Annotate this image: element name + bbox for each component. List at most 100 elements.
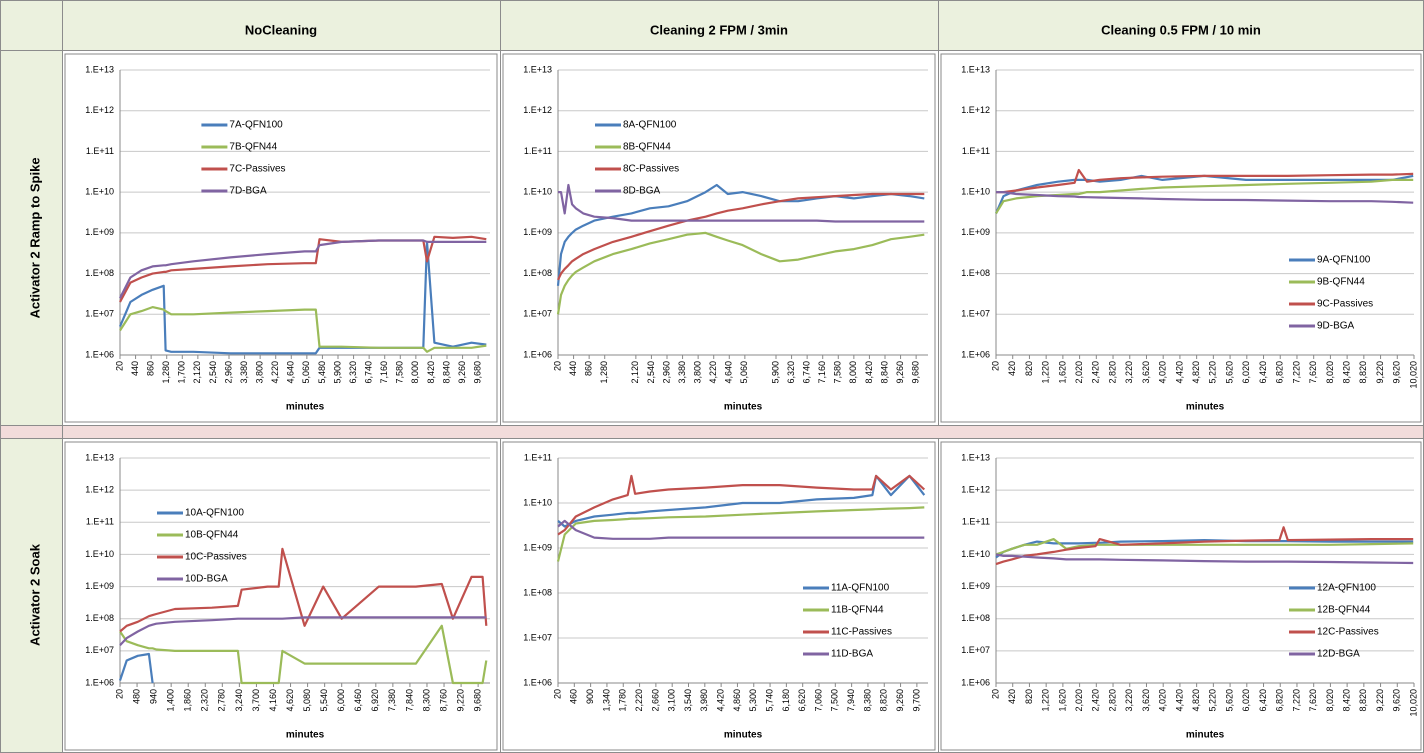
y-tick-label: 1.E+12 [961, 105, 990, 115]
x-tick-label: 2,540 [208, 361, 218, 384]
x-tick-label: 6,460 [353, 689, 363, 712]
x-tick-label: 5,060 [739, 361, 749, 384]
y-tick-label: 1.E+09 [961, 581, 990, 591]
x-tick-label: 2,420 [1091, 361, 1101, 384]
x-tick-label: 7,160 [379, 361, 389, 384]
x-tick-label: 1,860 [183, 689, 193, 712]
x-tick-label: 2,820 [1107, 361, 1117, 384]
y-tick-label: 1.E+06 [85, 677, 114, 687]
x-tick-label: 9,220 [1375, 361, 1385, 384]
x-tick-label: 3,240 [234, 689, 244, 712]
column-header: NoCleaning [245, 22, 317, 37]
x-tick-label: 3,980 [699, 689, 709, 712]
x-tick-label: 4,220 [708, 361, 718, 384]
x-tick-label: 7,940 [846, 689, 856, 712]
y-tick-label: 1.E+06 [961, 349, 990, 359]
y-tick-label: 1.E+08 [961, 613, 990, 623]
x-tick-label: 5,480 [317, 361, 327, 384]
x-tick-label: 3,380 [239, 361, 249, 384]
chart-frame [502, 441, 936, 751]
y-tick-label: 1.E+13 [85, 452, 114, 462]
x-tick-label: 860 [146, 361, 156, 376]
legend-label: 11C-Passives [831, 627, 892, 638]
x-tick-label: 2,820 [1107, 689, 1117, 712]
legend-label: 7A-QFN100 [229, 120, 283, 131]
x-tick-label: 9,620 [1392, 689, 1402, 712]
x-tick-label: 4,640 [286, 361, 296, 384]
x-tick-label: 6,320 [348, 361, 358, 384]
x-tick-label: 8,420 [426, 361, 436, 384]
x-tick-label: 860 [584, 361, 594, 376]
y-tick-label: 1.E+12 [523, 105, 552, 115]
y-tick-label: 1.E+10 [85, 549, 114, 559]
x-tick-label: 6,820 [1275, 361, 1285, 384]
series-line [119, 616, 487, 646]
series-line [119, 547, 488, 633]
x-tick-label: 820 [1024, 689, 1034, 704]
y-tick-label: 1.E+11 [86, 517, 114, 527]
x-tick-label: 9,700 [911, 689, 921, 712]
row-header: Activator 2 Soak [27, 543, 42, 646]
x-tick-label: 20 [552, 361, 562, 371]
x-tick-label: 940 [148, 689, 158, 704]
x-tick-label: 7,220 [1291, 689, 1301, 712]
x-tick-label: 2,420 [1091, 689, 1101, 712]
legend-label: 9B-QFN44 [1317, 277, 1365, 288]
y-tick-label: 1.E+12 [85, 485, 114, 495]
x-tick-label: 7,580 [833, 361, 843, 384]
x-tick-label: 440 [130, 361, 140, 376]
x-tick-label: 3,220 [1124, 361, 1134, 384]
legend-label: 7C-Passives [229, 164, 285, 175]
legend-label: 10B-QFN44 [185, 530, 239, 541]
separator-row [0, 425, 1424, 438]
x-tick-label: 2,540 [646, 361, 656, 384]
x-tick-label: 2,020 [1074, 361, 1084, 384]
x-tick-label: 5,540 [319, 689, 329, 712]
x-tick-label: 9,220 [455, 689, 465, 712]
x-tick-label: 7,620 [1308, 361, 1318, 384]
series-line [558, 183, 925, 223]
x-tick-label: 480 [131, 689, 141, 704]
x-tick-label: 4,820 [1191, 361, 1201, 384]
x-tick-label: 5,900 [770, 361, 780, 384]
x-tick-label: 20 [990, 361, 1000, 371]
legend-label: 11D-BGA [831, 649, 873, 660]
x-tick-label: 8,840 [441, 361, 451, 384]
y-tick-label: 1.E+07 [85, 645, 114, 655]
x-tick-label: 6,320 [786, 361, 796, 384]
x-tick-label: 2,120 [192, 361, 202, 384]
x-tick-label: 8,000 [848, 361, 858, 384]
y-tick-label: 1.E+06 [961, 677, 990, 687]
x-tick-label: 3,100 [667, 689, 677, 712]
x-tick-label: 9,680 [473, 361, 483, 384]
y-tick-label: 1.E+11 [524, 452, 552, 462]
x-tick-label: 8,420 [864, 361, 874, 384]
legend-label: 8D-BGA [623, 186, 661, 197]
legend-label: 8C-Passives [623, 164, 679, 175]
series-line [996, 168, 1414, 194]
x-tick-label: 1,280 [599, 361, 609, 384]
x-tick-label: 8,300 [421, 689, 431, 712]
y-tick-label: 1.E+11 [86, 146, 114, 156]
legend-label: 12B-QFN44 [1317, 605, 1371, 616]
x-tick-label: 4,640 [724, 361, 734, 384]
x-tick-label: 8,000 [410, 361, 420, 384]
series-line [995, 538, 1414, 556]
y-tick-label: 1.E+08 [523, 268, 552, 278]
x-tick-label: 6,740 [802, 361, 812, 384]
series-line [995, 526, 1414, 566]
y-tick-label: 1.E+06 [85, 349, 114, 359]
legend-label: 10C-Passives [185, 552, 247, 563]
x-tick-label: 440 [568, 361, 578, 376]
series-line [996, 191, 1414, 204]
x-tick-label: 4,020 [1158, 361, 1168, 384]
x-tick-label: 9,220 [1375, 689, 1385, 712]
series-line [118, 240, 487, 355]
row-header: Activator 2 Ramp to Spike [27, 157, 42, 318]
x-tick-label: 9,620 [1392, 361, 1402, 384]
legend-label: 7B-QFN44 [229, 142, 277, 153]
x-axis-title: minutes [724, 730, 763, 741]
x-tick-label: 420 [1007, 361, 1017, 376]
series-line [995, 553, 1414, 565]
y-tick-label: 1.E+12 [85, 105, 114, 115]
